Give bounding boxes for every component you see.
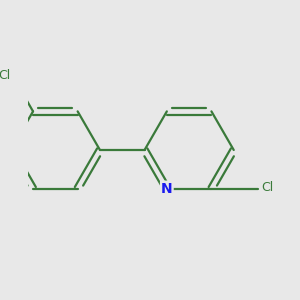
Text: Cl: Cl: [262, 181, 274, 194]
Text: Cl: Cl: [0, 69, 10, 82]
Text: N: N: [161, 182, 173, 196]
